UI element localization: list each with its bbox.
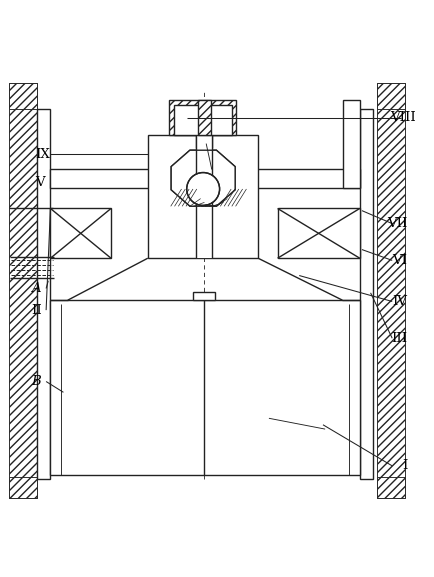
Text: V: V: [35, 176, 45, 189]
Text: VII: VII: [387, 217, 408, 230]
Bar: [197, 100, 210, 135]
Bar: [193, 291, 215, 300]
Bar: [238, 168, 360, 188]
Bar: [174, 104, 232, 135]
Bar: [360, 109, 373, 479]
Bar: [278, 208, 360, 258]
Text: IX: IX: [35, 148, 50, 161]
Bar: [148, 135, 258, 258]
Text: A: A: [31, 282, 41, 295]
Polygon shape: [171, 150, 235, 206]
Circle shape: [187, 173, 220, 205]
Bar: [377, 477, 405, 499]
Bar: [10, 83, 37, 499]
Bar: [196, 133, 212, 258]
Text: VI: VI: [392, 254, 408, 267]
Bar: [50, 300, 360, 475]
Polygon shape: [171, 150, 235, 206]
Text: II: II: [31, 304, 42, 317]
Bar: [377, 83, 405, 499]
Bar: [50, 208, 111, 258]
Bar: [37, 109, 50, 479]
Bar: [10, 83, 37, 109]
Bar: [169, 100, 237, 135]
Text: I: I: [402, 459, 408, 473]
Bar: [10, 477, 37, 499]
Bar: [197, 100, 210, 135]
Text: III: III: [391, 332, 408, 344]
Text: IV: IV: [392, 295, 408, 308]
Text: VIII: VIII: [390, 111, 416, 124]
Bar: [50, 168, 168, 188]
Text: B: B: [31, 375, 41, 388]
Bar: [377, 83, 405, 109]
Bar: [343, 100, 360, 188]
